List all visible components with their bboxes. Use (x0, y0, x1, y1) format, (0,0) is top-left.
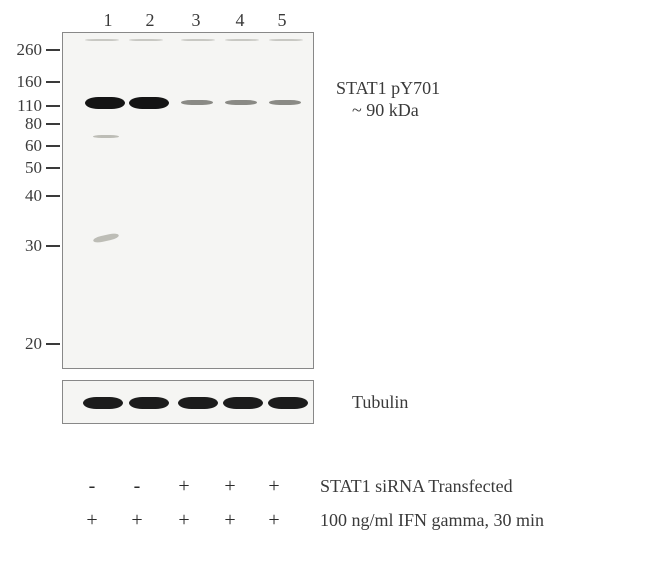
mw-label: 80 (8, 114, 42, 134)
nonspecific-band (181, 39, 215, 41)
mw-label: 20 (8, 334, 42, 354)
stat1-band-lane2 (129, 97, 169, 109)
tubulin-band (83, 397, 123, 409)
ifn-cell: + (218, 510, 242, 530)
western-blot-figure: 1 2 3 4 5 260 160 110 80 60 50 40 30 20 (0, 0, 650, 584)
sirna-cell: + (262, 476, 286, 496)
tubulin-band (223, 397, 263, 409)
stat1-blot-panel (62, 32, 314, 369)
mw-tick (46, 195, 60, 197)
mw-tick (46, 81, 60, 83)
mw-tick (46, 245, 60, 247)
sirna-cell: + (172, 476, 196, 496)
mw-tick (46, 123, 60, 125)
mw-label: 40 (8, 186, 42, 206)
nonspecific-band (129, 39, 163, 41)
mw-tick (46, 343, 60, 345)
tubulin-band (178, 397, 218, 409)
nonspecific-band (269, 39, 303, 41)
tubulin-band (129, 397, 169, 409)
mw-label: 110 (8, 96, 42, 116)
mw-tick (46, 49, 60, 51)
stat1-band-lane3 (181, 100, 213, 105)
mw-label: 50 (8, 158, 42, 178)
lane-number: 3 (186, 10, 206, 31)
nonspecific-band (85, 39, 119, 41)
ifn-cell: + (80, 510, 104, 530)
mw-label: 160 (8, 72, 42, 92)
ifn-cell: + (262, 510, 286, 530)
kda-label: ~ 90 kDa (352, 100, 419, 121)
lane-number: 5 (272, 10, 292, 31)
stat1-label: STAT1 pY701 (336, 78, 440, 99)
lane-number: 4 (230, 10, 250, 31)
tubulin-band (268, 397, 308, 409)
stat1-band-lane1 (85, 97, 125, 109)
mw-label: 30 (8, 236, 42, 256)
nonspecific-band (93, 135, 119, 138)
sirna-cell: + (218, 476, 242, 496)
sirna-label: STAT1 siRNA Transfected (320, 476, 513, 497)
stat1-band-lane5 (269, 100, 301, 105)
mw-tick (46, 167, 60, 169)
tubulin-label: Tubulin (352, 392, 408, 413)
nonspecific-band (225, 39, 259, 41)
lane-number: 2 (140, 10, 160, 31)
tubulin-blot-panel (62, 380, 314, 424)
sirna-cell: - (80, 476, 104, 496)
ifn-cell: + (172, 510, 196, 530)
mw-tick (46, 145, 60, 147)
nonspecific-band (93, 232, 120, 243)
mw-label: 260 (8, 40, 42, 60)
sirna-cell: - (125, 476, 149, 496)
lane-number: 1 (98, 10, 118, 31)
stat1-band-lane4 (225, 100, 257, 105)
mw-label: 60 (8, 136, 42, 156)
ifn-label: 100 ng/ml IFN gamma, 30 min (320, 510, 544, 531)
ifn-cell: + (125, 510, 149, 530)
mw-tick (46, 105, 60, 107)
